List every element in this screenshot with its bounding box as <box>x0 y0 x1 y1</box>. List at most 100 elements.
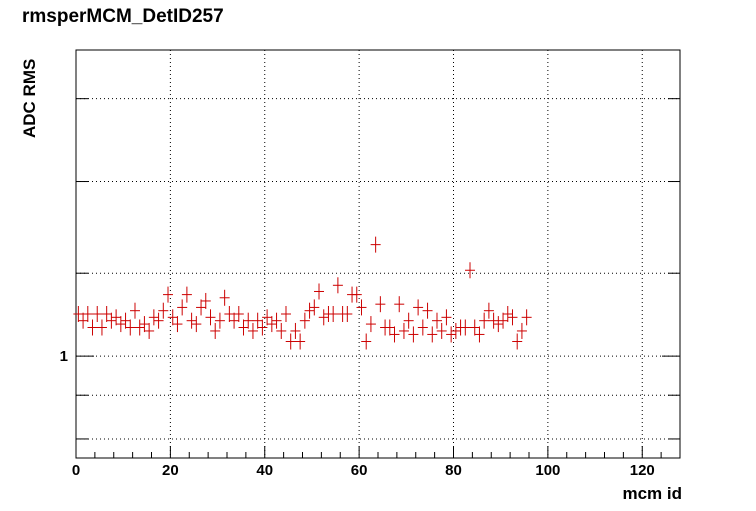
x-tick-label: 60 <box>351 462 368 479</box>
grid-lines <box>76 50 680 458</box>
data-point <box>474 326 485 343</box>
data-point <box>290 322 301 339</box>
data-point <box>512 333 523 350</box>
data-point <box>238 319 249 336</box>
data-point <box>163 286 174 303</box>
data-point <box>96 319 107 336</box>
data-point <box>181 286 192 303</box>
data-point <box>332 277 343 294</box>
data-point <box>502 305 513 322</box>
data-point <box>148 309 159 326</box>
data-point <box>229 312 240 329</box>
data-point <box>403 312 414 329</box>
data-point <box>205 309 216 326</box>
x-tick-label: 100 <box>535 462 560 479</box>
data-point <box>120 312 131 329</box>
data-point <box>521 309 532 326</box>
data-point <box>493 316 504 333</box>
data-point <box>483 302 494 319</box>
data-points <box>73 236 532 350</box>
data-point <box>460 319 471 336</box>
data-point <box>167 309 178 326</box>
data-point <box>479 312 490 329</box>
data-point <box>115 316 126 333</box>
data-point <box>243 312 254 329</box>
data-point <box>446 326 457 343</box>
data-point <box>314 283 325 300</box>
data-point <box>266 316 277 333</box>
data-point <box>106 312 117 329</box>
data-point <box>398 322 409 339</box>
data-point <box>318 309 329 326</box>
chart-title: rmsperMCM_DetID257 <box>22 6 224 27</box>
data-point <box>247 322 258 339</box>
data-point <box>233 305 244 322</box>
data-point <box>262 309 273 326</box>
data-point <box>101 305 112 322</box>
data-point <box>370 236 381 253</box>
axes: 0 20 40 60 80 100 120 1 <box>60 98 681 479</box>
data-point <box>389 326 400 343</box>
data-point <box>342 305 353 322</box>
data-point <box>361 333 372 350</box>
data-point <box>285 333 296 350</box>
y-axis-label: ADC RMS <box>20 58 39 138</box>
data-point <box>427 326 438 343</box>
data-point <box>144 322 155 339</box>
data-point <box>78 312 89 329</box>
data-point <box>177 299 188 316</box>
data-point <box>295 333 306 350</box>
data-point <box>252 312 263 329</box>
x-tick-label: 40 <box>256 462 273 479</box>
data-point <box>450 322 461 339</box>
data-point <box>134 319 145 336</box>
data-point <box>82 305 93 322</box>
x-axis-label: mcm id <box>622 484 682 503</box>
data-point <box>413 299 424 316</box>
data-point <box>498 312 509 329</box>
data-point <box>441 309 452 326</box>
data-point <box>186 312 197 329</box>
data-point <box>271 312 282 329</box>
data-point <box>469 319 480 336</box>
data-point <box>87 319 98 336</box>
data-point <box>257 319 268 336</box>
data-point <box>172 316 183 333</box>
plot-frame <box>75 49 681 459</box>
data-point <box>351 286 362 303</box>
data-point <box>280 305 291 322</box>
data-point <box>384 319 395 336</box>
data-point <box>125 319 136 336</box>
data-point <box>488 312 499 329</box>
data-point <box>200 292 211 309</box>
data-point <box>158 302 169 319</box>
data-point <box>394 296 405 313</box>
data-point <box>356 299 367 316</box>
data-point <box>191 316 202 333</box>
data-point <box>304 302 315 319</box>
y-tick-label: 1 <box>60 348 68 365</box>
data-point <box>153 312 164 329</box>
data-point <box>365 316 376 333</box>
data-point <box>516 322 527 339</box>
x-tick-label: 0 <box>72 462 80 479</box>
data-point <box>375 296 386 313</box>
data-point <box>309 299 320 316</box>
data-point <box>276 322 287 339</box>
data-point <box>507 309 518 326</box>
data-point <box>417 319 428 336</box>
data-point <box>214 312 225 329</box>
data-point <box>73 305 84 322</box>
data-point <box>299 312 310 329</box>
x-tick-label: 20 <box>162 462 179 479</box>
data-point <box>422 302 433 319</box>
data-point <box>408 326 419 343</box>
data-point <box>465 262 476 279</box>
x-tick-label: 80 <box>445 462 462 479</box>
data-point <box>431 312 442 329</box>
data-point <box>436 322 447 339</box>
data-point <box>139 316 150 333</box>
data-point <box>196 299 207 316</box>
data-point <box>328 305 339 322</box>
